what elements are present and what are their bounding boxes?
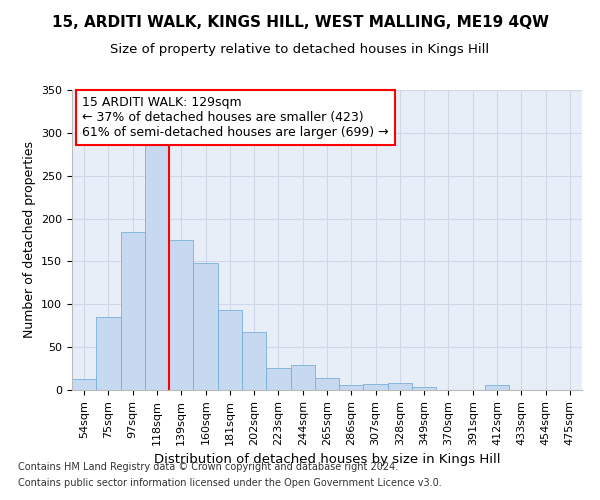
Bar: [266, 368, 290, 390]
Bar: [72, 379, 96, 390]
Bar: [364, 384, 388, 390]
Text: 15, ARDITI WALK, KINGS HILL, WEST MALLING, ME19 4QW: 15, ARDITI WALK, KINGS HILL, WEST MALLIN…: [52, 15, 548, 30]
Bar: [96, 317, 121, 390]
Text: Contains public sector information licensed under the Open Government Licence v3: Contains public sector information licen…: [18, 478, 442, 488]
Bar: [485, 385, 509, 390]
Bar: [121, 232, 145, 390]
Bar: [339, 385, 364, 390]
Bar: [388, 383, 412, 390]
X-axis label: Distribution of detached houses by size in Kings Hill: Distribution of detached houses by size …: [154, 453, 500, 466]
Bar: [193, 263, 218, 390]
Bar: [412, 388, 436, 390]
Bar: [169, 240, 193, 390]
Bar: [218, 310, 242, 390]
Bar: [315, 378, 339, 390]
Text: 15 ARDITI WALK: 129sqm
← 37% of detached houses are smaller (423)
61% of semi-de: 15 ARDITI WALK: 129sqm ← 37% of detached…: [82, 96, 389, 139]
Text: Size of property relative to detached houses in Kings Hill: Size of property relative to detached ho…: [110, 42, 490, 56]
Bar: [242, 332, 266, 390]
Bar: [145, 142, 169, 390]
Y-axis label: Number of detached properties: Number of detached properties: [23, 142, 35, 338]
Bar: [290, 365, 315, 390]
Text: Contains HM Land Registry data © Crown copyright and database right 2024.: Contains HM Land Registry data © Crown c…: [18, 462, 398, 472]
